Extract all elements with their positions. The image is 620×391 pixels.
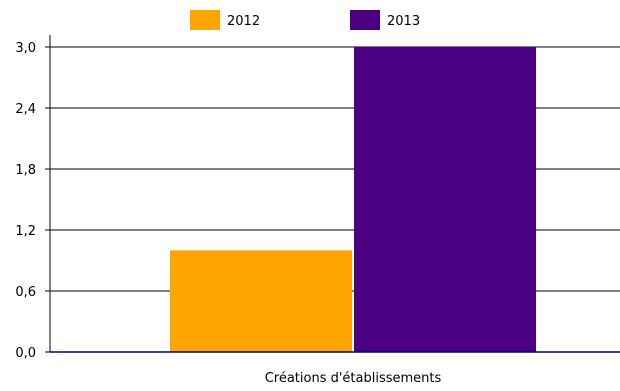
y-tick-label: 3,0 — [15, 41, 36, 56]
bar-2012 — [170, 250, 352, 352]
bar-2013 — [354, 47, 536, 352]
legend-label-2013: 2013 — [387, 14, 420, 29]
y-tick-label: 0,6 — [15, 285, 36, 300]
x-category-label: Créations d'établissements — [265, 371, 442, 386]
bars — [170, 47, 536, 352]
y-tick-label: 1,2 — [15, 224, 36, 239]
y-axis: 0,0 0,6 1,2 1,8 2,4 3,0 — [15, 35, 51, 361]
y-tick-label: 0,0 — [15, 346, 36, 361]
x-axis: Créations d'établissements — [50, 351, 620, 386]
legend: 2012 2013 — [190, 10, 420, 30]
y-tick-label: 2,4 — [15, 102, 36, 117]
y-tick-label: 1,8 — [15, 163, 36, 178]
legend-swatch-2012 — [190, 10, 220, 30]
legend-swatch-2013 — [350, 10, 380, 30]
legend-label-2012: 2012 — [227, 14, 260, 29]
